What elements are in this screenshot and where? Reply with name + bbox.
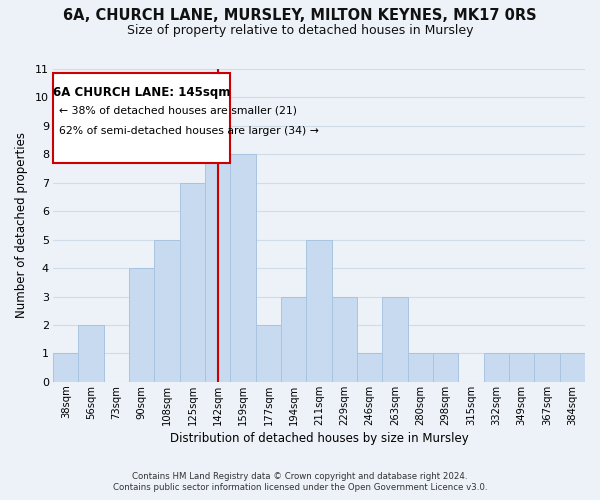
Text: 6A CHURCH LANE: 145sqm: 6A CHURCH LANE: 145sqm — [53, 86, 230, 99]
Bar — [509, 354, 535, 382]
Bar — [484, 354, 509, 382]
Text: 6A, CHURCH LANE, MURSLEY, MILTON KEYNES, MK17 0RS: 6A, CHURCH LANE, MURSLEY, MILTON KEYNES,… — [63, 8, 537, 22]
Text: Size of property relative to detached houses in Mursley: Size of property relative to detached ho… — [127, 24, 473, 37]
Bar — [256, 325, 281, 382]
Bar — [357, 354, 382, 382]
Bar — [154, 240, 180, 382]
Text: ← 38% of detached houses are smaller (21): ← 38% of detached houses are smaller (21… — [59, 106, 298, 116]
Bar — [129, 268, 154, 382]
Bar — [230, 154, 256, 382]
Bar — [53, 354, 79, 382]
Bar — [382, 296, 408, 382]
Bar — [408, 354, 433, 382]
Y-axis label: Number of detached properties: Number of detached properties — [15, 132, 28, 318]
Bar — [180, 183, 205, 382]
FancyBboxPatch shape — [53, 74, 230, 163]
Bar — [560, 354, 585, 382]
Bar — [205, 126, 230, 382]
Bar — [79, 325, 104, 382]
Bar — [332, 296, 357, 382]
Text: 62% of semi-detached houses are larger (34) →: 62% of semi-detached houses are larger (… — [59, 126, 319, 136]
Bar — [433, 354, 458, 382]
Bar — [281, 296, 307, 382]
Bar — [307, 240, 332, 382]
X-axis label: Distribution of detached houses by size in Mursley: Distribution of detached houses by size … — [170, 432, 469, 445]
Bar — [535, 354, 560, 382]
Text: Contains HM Land Registry data © Crown copyright and database right 2024.: Contains HM Land Registry data © Crown c… — [132, 472, 468, 481]
Text: Contains public sector information licensed under the Open Government Licence v3: Contains public sector information licen… — [113, 484, 487, 492]
